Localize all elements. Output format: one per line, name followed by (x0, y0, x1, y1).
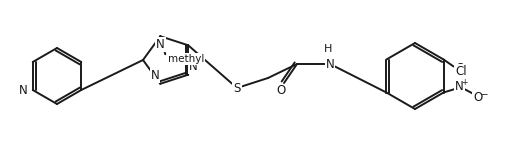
Text: methyl: methyl (168, 54, 205, 64)
Text: N: N (189, 60, 198, 73)
Text: Cl: Cl (456, 65, 467, 78)
Text: O: O (277, 85, 286, 98)
Text: +: + (462, 78, 468, 87)
Text: N: N (326, 58, 335, 71)
Text: N: N (156, 38, 164, 51)
Text: S: S (233, 81, 241, 94)
Text: N: N (455, 80, 464, 93)
Text: −: − (480, 89, 487, 98)
Text: O: O (473, 91, 482, 104)
Text: H: H (324, 44, 332, 54)
Text: N: N (19, 84, 28, 97)
Text: N: N (151, 69, 159, 82)
Text: O: O (455, 62, 464, 75)
